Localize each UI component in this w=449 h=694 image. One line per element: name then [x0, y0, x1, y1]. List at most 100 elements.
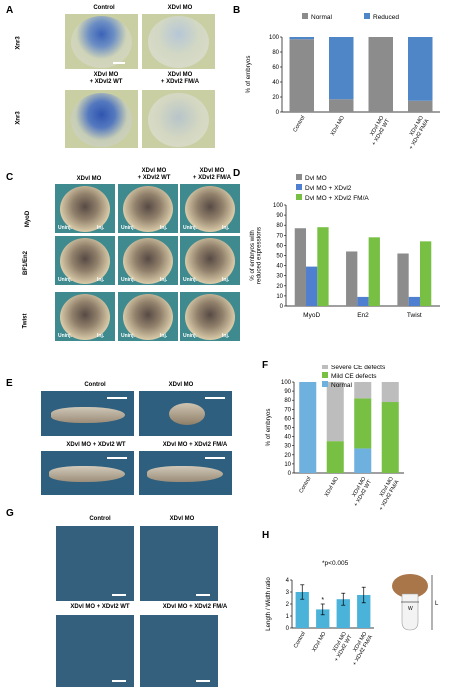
f-ytick-label: 80 [284, 398, 291, 404]
b-legend-swatch [364, 13, 370, 19]
h-ytick-label: 3 [286, 590, 290, 596]
c-row-label-twist: Twist [22, 313, 29, 329]
f-xtick-label: Control [298, 476, 312, 494]
f-ytick-label: 90 [284, 389, 291, 395]
c-embryo [123, 238, 173, 284]
c-image-twist-3: Uninj. Inj. [180, 292, 240, 341]
c-uninj-label: Uninj. [183, 333, 197, 339]
b-ytick-label: 60 [272, 65, 279, 71]
c-uninj-label: Uninj. [58, 333, 72, 339]
c-image-bf1-2: Uninj. Inj. [118, 236, 178, 285]
g-title-xdvl-mo: XDvl MO [169, 516, 195, 522]
c-inj-label: Inj. [160, 225, 168, 231]
g-title-fma: XDvl MO + XDvl2 FM/A [162, 604, 228, 610]
b-legend-swatch [302, 13, 308, 19]
f-ytick-label: 60 [284, 416, 291, 422]
d-ytick-label: 100 [273, 203, 284, 209]
a-title-wt: XDvl MO + XDvl2 WT [89, 72, 123, 85]
c-uninj-label: Uninj. [58, 225, 72, 231]
h-ytick-label: 1 [286, 614, 290, 620]
c-embryo [123, 294, 173, 340]
d-bar [419, 241, 432, 306]
c-row-label-bf1: BF1/En2 [23, 250, 30, 276]
b-ytick-label: 40 [272, 80, 279, 86]
d-xtick-label: MyoD [303, 312, 320, 319]
a-image-control [65, 14, 138, 69]
c-inj-label: Inj. [160, 333, 168, 339]
c-title-fma: XDvl MO + XDvl2 FM/A [192, 168, 232, 181]
d-ytick-label: 50 [276, 254, 283, 260]
b-bar-reduced [289, 37, 314, 40]
d-ytick-label: 20 [276, 284, 283, 290]
c-embryo [185, 186, 235, 232]
h-bar [357, 595, 371, 628]
h-ytick-label: 4 [286, 578, 290, 584]
d-legend-label: Dvl MO + XDvl2 FM/A [305, 195, 369, 202]
c-inj-label: Inj. [222, 225, 230, 231]
b-bar-reduced [329, 37, 354, 100]
b-xtick-label: XDvl MO+ XDvl2 WT [366, 114, 392, 146]
c-uninj-label: Uninj. [183, 277, 197, 283]
e-title-wt: XDvl MO + XDvl2 WT [66, 442, 126, 448]
a-title-control: Control [93, 5, 115, 11]
a-image-fma [142, 90, 215, 148]
f-bar [381, 382, 399, 403]
g-title-wt: XDvl MO + XDvl2 WT [70, 604, 130, 610]
b-xtick-label: XDvl MO+ XDvl2 FM/A [403, 114, 431, 150]
c-uninj-label: Uninj. [121, 333, 135, 339]
f-bar [326, 441, 344, 473]
f-bar [381, 402, 399, 473]
b-bar-normal [329, 99, 354, 112]
b-bar-normal [408, 100, 433, 112]
d-bar [357, 296, 369, 306]
e-title-xdvl-mo: XDvl MO [168, 382, 194, 388]
c-embryo [60, 186, 110, 232]
f-bar [354, 382, 372, 399]
chart-d: 0 10 20 30 40 50 60 70 80 90 100 % of embryos withr… [249, 174, 440, 319]
f-bar [354, 448, 372, 473]
c-image-myod-2: Uninj. Inj. [118, 184, 178, 233]
d-bar [294, 228, 307, 306]
d-bar [397, 253, 409, 306]
c-title-xdvl-mo: XDvl MO [76, 176, 102, 182]
c-embryo [185, 294, 235, 340]
d-legend-swatch [296, 184, 302, 190]
panel-label-c: C [6, 172, 14, 183]
panel-label-g: G [6, 508, 14, 519]
panel-label-a: A [6, 5, 14, 16]
h-ylabel: Length / Width ratio [265, 577, 272, 631]
b-bar-normal [289, 39, 314, 112]
f-legend-label: Severe CE defects [331, 365, 386, 371]
c-inj-label: Inj. [222, 333, 230, 339]
c-inj-label: Inj. [97, 225, 105, 231]
h-xtick-label: XDvl MO [311, 630, 328, 653]
a-row-label-2: Xnr3 [15, 111, 22, 125]
g-image-wt [56, 615, 134, 687]
h-diagram-body [401, 593, 419, 631]
c-embryo [60, 294, 110, 340]
e-image-control [41, 391, 134, 436]
g-image-xdvl-mo [140, 526, 218, 601]
g-image-control [56, 526, 134, 601]
c-row-label-myod: MyoD [25, 210, 32, 228]
panel-label-b: B [233, 5, 241, 16]
f-legend-swatch [322, 372, 328, 378]
b-ytick-label: 100 [269, 35, 280, 41]
f-xtick-label: XDvl MO+ XDvl2 FM/A [373, 475, 401, 510]
h-diagram-w: W [408, 606, 413, 612]
f-legend-swatch [322, 365, 328, 369]
d-bar [368, 237, 380, 306]
h-ytick-label: 2 [286, 602, 290, 608]
b-bar-normal [368, 37, 393, 112]
chart-h: 0 1 2 3 4 Length / Width ratio * *p<0.005 Contro… [265, 560, 439, 667]
d-ylabel: % of embryos withreduced expressions [249, 227, 263, 284]
c-uninj-label: Uninj. [183, 225, 197, 231]
f-bar [326, 382, 344, 442]
d-bar [408, 296, 420, 306]
c-inj-label: Inj. [97, 333, 105, 339]
b-ytick-label: 20 [272, 95, 279, 101]
f-ytick-label: 10 [284, 462, 291, 468]
e-image-xdvl-mo [139, 391, 232, 436]
f-ytick-label: 20 [284, 453, 291, 459]
c-inj-label: Inj. [97, 277, 105, 283]
